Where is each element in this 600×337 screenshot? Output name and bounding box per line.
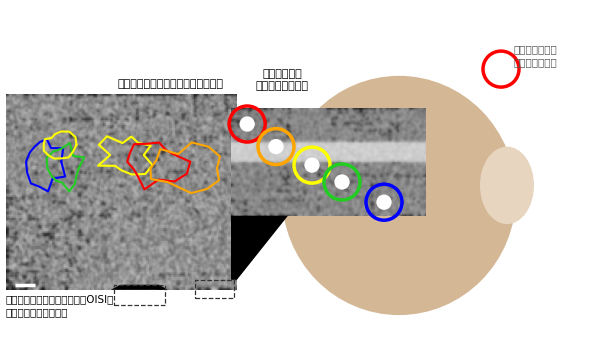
Bar <box>114 285 165 305</box>
Text: ソースエリア
（右半球視覚野）: ソースエリア （右半球視覚野） <box>256 69 308 91</box>
Ellipse shape <box>334 174 350 190</box>
Ellipse shape <box>239 116 255 132</box>
Text: 光内因性信号イメージング（OISI）
記録した神経活動部位: 光内因性信号イメージング（OISI） 記録した神経活動部位 <box>6 294 115 317</box>
Text: ターゲットエリア（左半球視覚野）: ターゲットエリア（左半球視覚野） <box>117 79 223 89</box>
Ellipse shape <box>304 157 320 173</box>
Polygon shape <box>111 285 168 290</box>
Ellipse shape <box>268 139 284 154</box>
Text: 光遺伝学的手法
による刺激場所: 光遺伝学的手法 による刺激場所 <box>513 44 557 67</box>
Ellipse shape <box>282 76 516 315</box>
Polygon shape <box>231 216 288 280</box>
Bar <box>195 280 234 298</box>
Ellipse shape <box>376 194 392 210</box>
Ellipse shape <box>493 61 509 77</box>
Ellipse shape <box>480 147 534 224</box>
